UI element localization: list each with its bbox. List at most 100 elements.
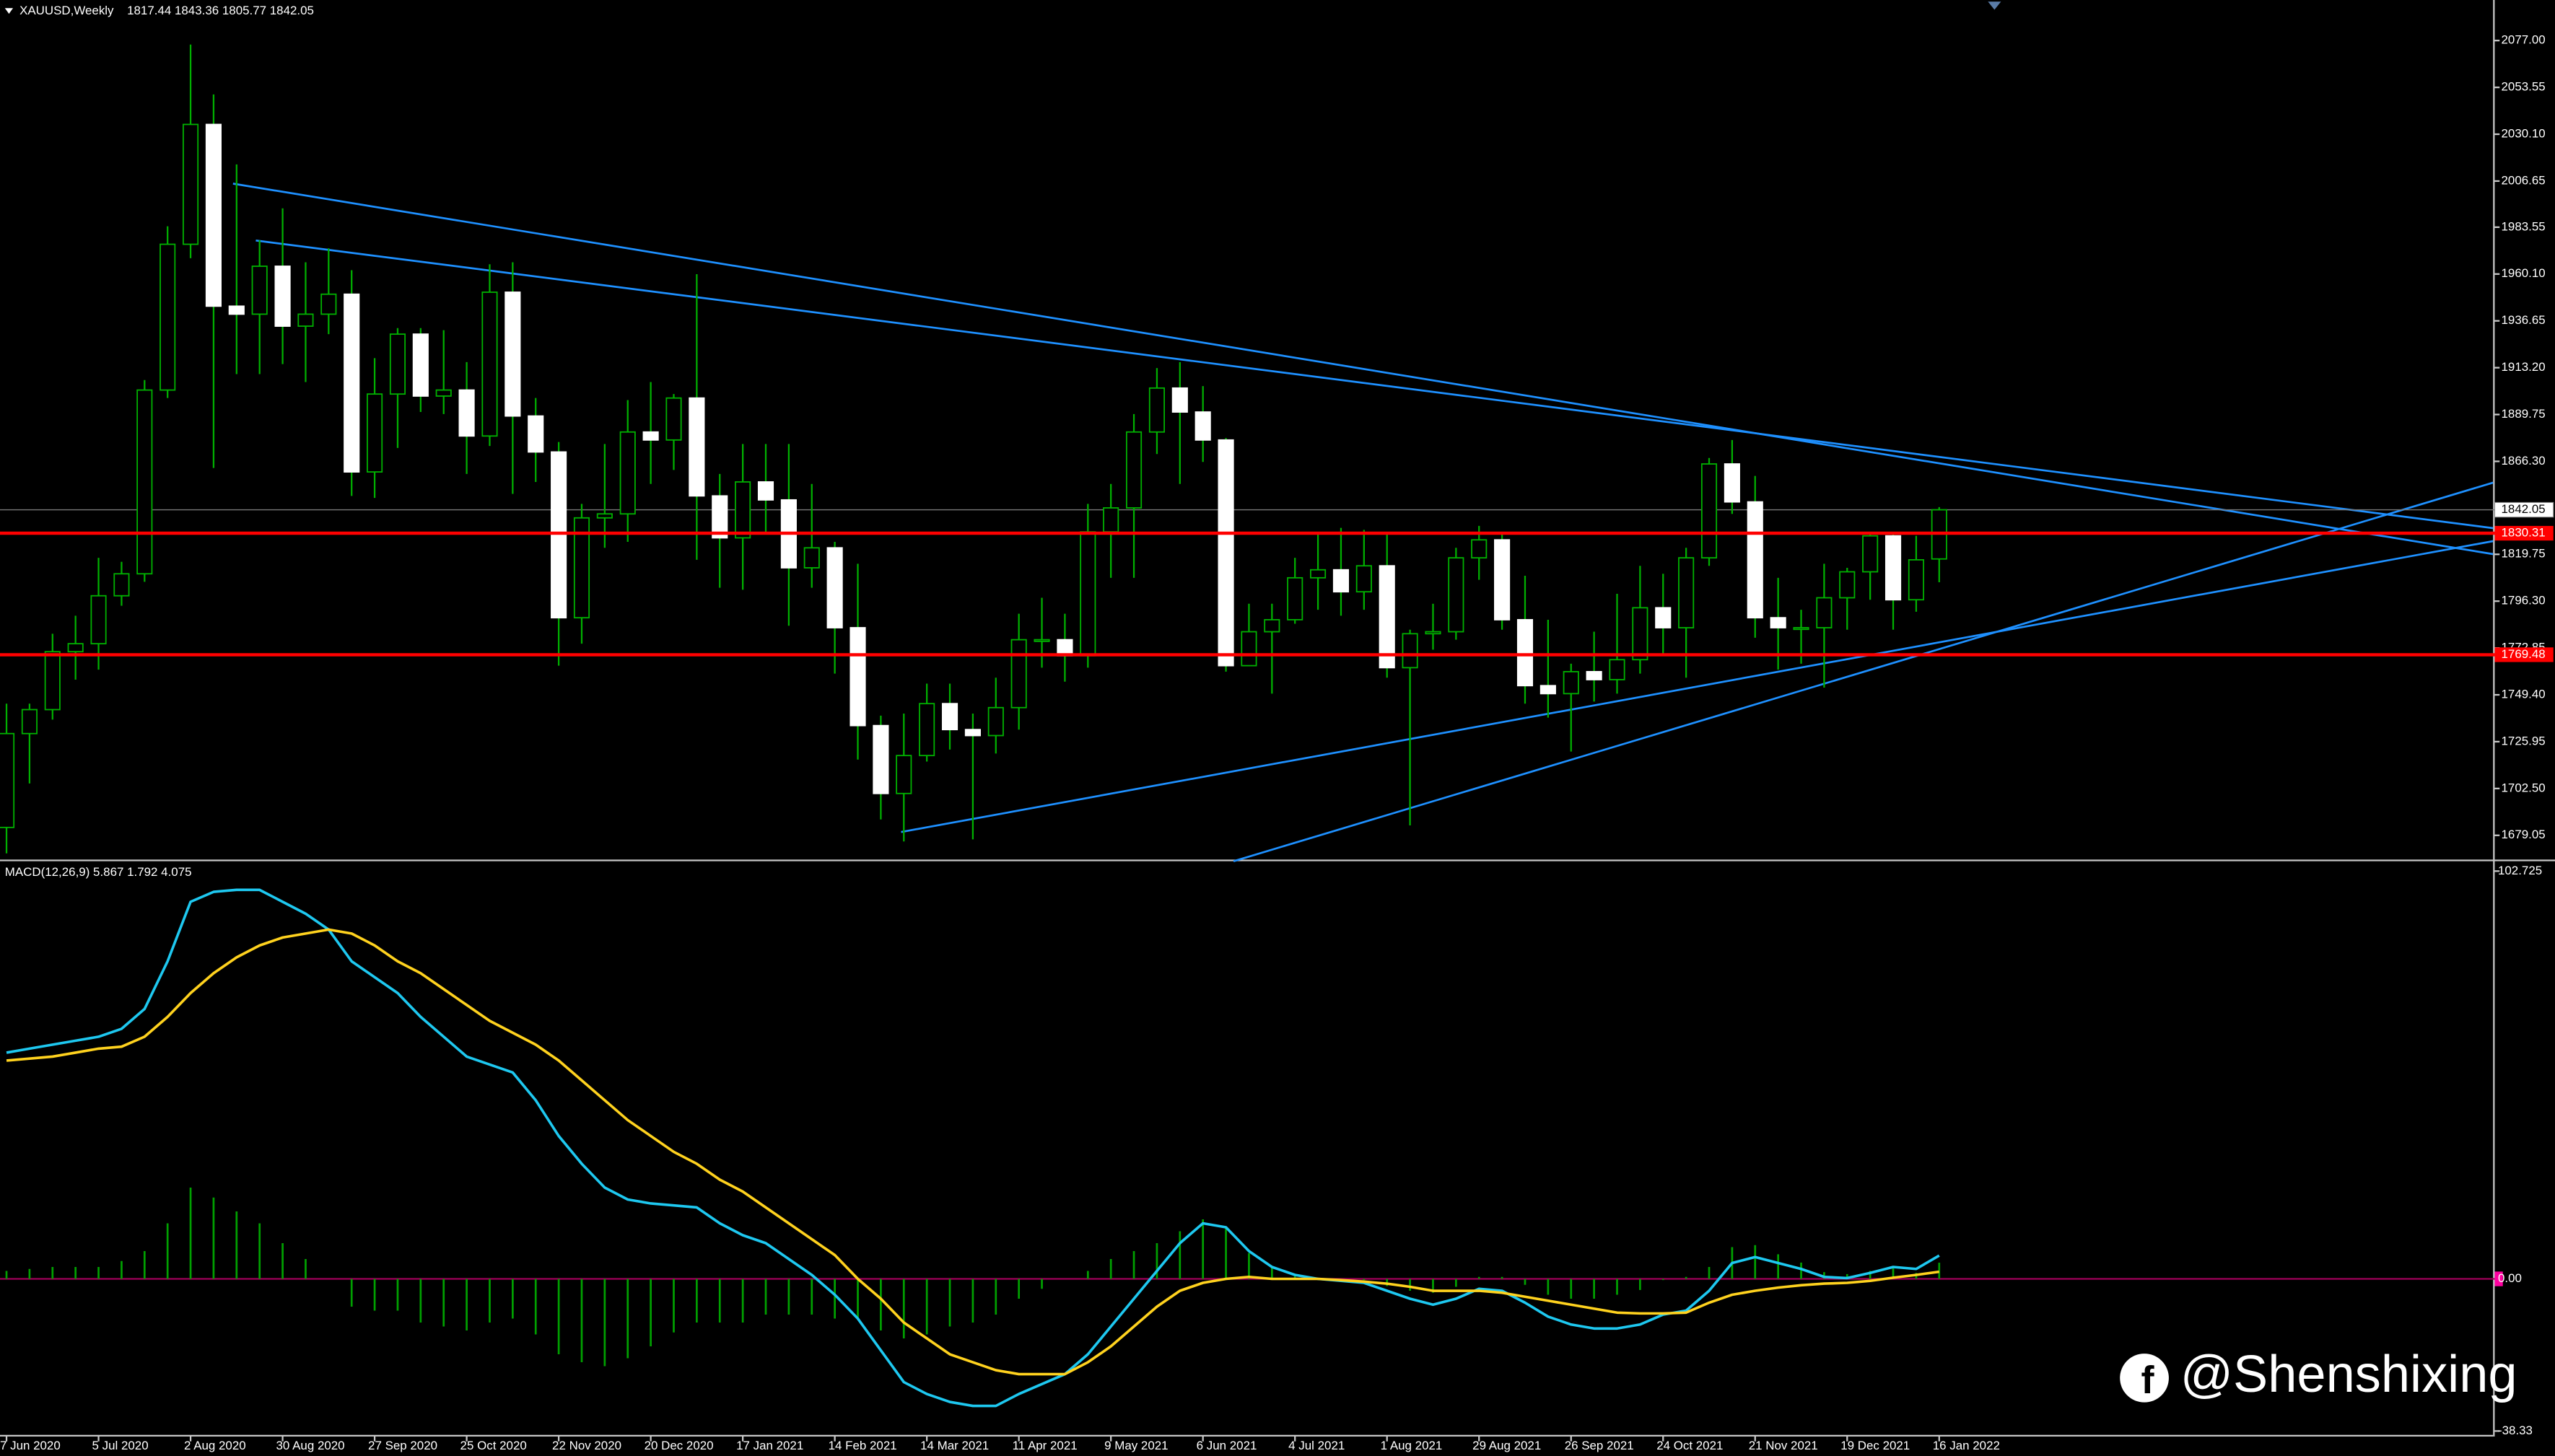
- x-tick-label: 16 Jan 2022: [1933, 1439, 2000, 1452]
- y-tick-label: 1796.30: [2501, 594, 2545, 608]
- macd-line: [6, 928, 1940, 1376]
- x-tick-label: 29 Aug 2021: [1472, 1439, 1541, 1452]
- x-tick-label: 1 Aug 2021: [1381, 1439, 1443, 1452]
- facebook-icon: f: [2120, 1354, 2169, 1403]
- candle-body: [1379, 565, 1395, 669]
- candle-body: [964, 729, 981, 737]
- candle-body: [1494, 539, 1511, 620]
- y-tick-label: 2030.10: [2501, 126, 2545, 140]
- candle-body: [481, 291, 498, 437]
- candle-body: [1332, 569, 1350, 593]
- candle-body: [1194, 411, 1211, 441]
- level-label: 1830.31: [2501, 526, 2545, 540]
- candle-body: [665, 397, 682, 441]
- shift-marker: [1988, 1, 2001, 10]
- candle-body: [1080, 531, 1096, 657]
- candle-body: [182, 123, 199, 245]
- y-tick-label: 1725.95: [2501, 734, 2545, 747]
- y-tick-label: -38.33: [2498, 1424, 2533, 1437]
- y-tick-label: 1679.05: [2501, 828, 2545, 841]
- candle-body: [1287, 576, 1303, 620]
- candle-body: [873, 724, 889, 794]
- candle-body: [1034, 639, 1050, 642]
- candle-body: [1355, 565, 1372, 593]
- candle-body: [528, 415, 544, 453]
- candle-body: [435, 389, 452, 397]
- x-tick-label: 25 Oct 2020: [460, 1439, 527, 1452]
- candle-body: [458, 389, 475, 437]
- trendline: [256, 239, 2494, 530]
- x-tick-label: 19 Dec 2021: [1840, 1439, 1910, 1452]
- candle-body: [344, 293, 360, 473]
- x-tick-label: 11 Apr 2021: [1013, 1439, 1078, 1452]
- x-tick-label: 17 Jan 2021: [736, 1439, 803, 1452]
- candle-body: [757, 481, 774, 501]
- y-tick-label: 1983.55: [2501, 219, 2545, 233]
- candle-body: [1310, 569, 1327, 579]
- candle-body: [1103, 507, 1119, 533]
- candle-body: [412, 333, 429, 397]
- candle-body: [573, 517, 590, 619]
- y-tick-label: 1866.30: [2501, 454, 2545, 468]
- indicator-label: MACD(12,26,9) 5.867 1.792 4.075: [5, 865, 192, 879]
- candle-body: [1655, 607, 1672, 628]
- candle-body: [803, 547, 820, 569]
- y-tick-label: 102.725: [2498, 864, 2542, 877]
- level-label: 1769.48: [2501, 647, 2545, 661]
- candle-body: [1471, 539, 1488, 559]
- candle-body: [941, 703, 958, 731]
- x-tick-label: 24 Oct 2021: [1656, 1439, 1723, 1452]
- candle-body: [1839, 571, 1856, 599]
- candle-body: [1241, 631, 1257, 667]
- candle-body: [1448, 557, 1464, 633]
- candle-body: [1125, 431, 1143, 509]
- x-tick-label: 9 May 2021: [1104, 1439, 1168, 1452]
- y-tick-label: 1889.75: [2501, 407, 2545, 421]
- candle-body: [1425, 631, 1441, 635]
- candle-body: [987, 706, 1004, 737]
- candle-body: [735, 481, 751, 539]
- candle-body: [136, 389, 153, 575]
- candle-body: [712, 495, 728, 539]
- y-tick-label: 1936.65: [2501, 313, 2545, 327]
- x-tick-label: 22 Nov 2020: [552, 1439, 621, 1452]
- candle-body: [1884, 535, 1902, 601]
- x-tick-label: 14 Mar 2021: [920, 1439, 989, 1452]
- x-tick-label: 27 Sep 2020: [368, 1439, 437, 1452]
- candle-body: [389, 333, 406, 395]
- candle-body: [67, 643, 84, 653]
- candle-body: [1516, 619, 1534, 687]
- trendline: [1233, 481, 2494, 862]
- candle-body: [113, 573, 130, 597]
- y-tick-label: 1913.20: [2501, 360, 2545, 374]
- candle-body: [1171, 387, 1188, 413]
- candle-body: [1218, 439, 1234, 667]
- trendlines: [232, 183, 2494, 862]
- candle-body: [1539, 685, 1556, 695]
- candle-body: [1010, 639, 1027, 709]
- candle-body: [228, 305, 245, 315]
- candle-body: [1402, 633, 1418, 669]
- candle-body: [90, 595, 107, 645]
- x-tick-label: 6 Jun 2021: [1197, 1439, 1257, 1452]
- x-tick-label: 21 Nov 2021: [1749, 1439, 1818, 1452]
- icon-circle: [2120, 1354, 2169, 1403]
- x-tick-label: 4 Jul 2021: [1288, 1439, 1345, 1452]
- candle-body: [1264, 619, 1280, 633]
- y-tick-label: 1749.40: [2501, 688, 2545, 701]
- watermark: @Shenshixing: [2180, 1346, 2517, 1403]
- candle-body: [1700, 463, 1718, 559]
- candle-body: [1609, 659, 1625, 680]
- candle-body: [297, 313, 314, 327]
- candle-body: [274, 266, 291, 327]
- candle-body: [1908, 558, 1924, 601]
- candle-body: [44, 651, 61, 711]
- candle-body: [1816, 597, 1833, 628]
- y-tick-label: 0.00: [2498, 1271, 2522, 1285]
- menu-arrow[interactable]: [4, 8, 14, 14]
- level-box: [2494, 525, 2554, 541]
- candle-body: [1678, 557, 1695, 628]
- candle-body: [21, 709, 38, 734]
